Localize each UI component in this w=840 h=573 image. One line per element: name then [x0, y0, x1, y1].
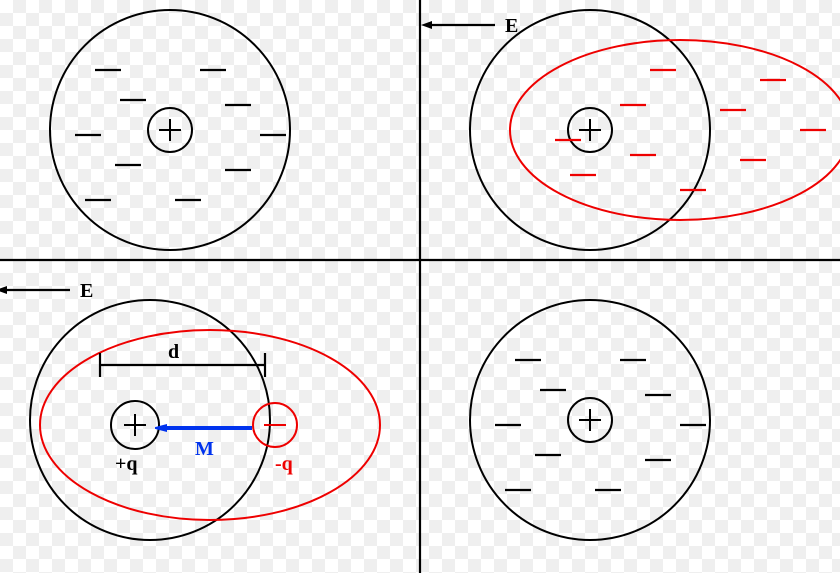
- br-plus-icon: [579, 409, 601, 431]
- tr-plus-icon: [579, 119, 601, 141]
- bl-plus-q-label: +q: [115, 453, 138, 475]
- bl-d-label: d: [168, 341, 179, 363]
- tl-electron-dashes: [75, 70, 286, 200]
- diagram-canvas: E Ed M +q -q: [0, 0, 840, 573]
- br-electron-dashes: [495, 360, 706, 490]
- diagram-svg: E Ed M +q -q: [0, 0, 840, 573]
- bl-e-label: E: [80, 280, 93, 302]
- bl-plus-icon: [124, 414, 146, 436]
- tl-plus-icon: [159, 119, 181, 141]
- bl-electron-ellipse: [40, 330, 380, 520]
- tr-electron-ellipse: [510, 40, 840, 220]
- bl-d-bar: [100, 353, 265, 377]
- tr-e-label: E: [505, 15, 518, 37]
- bl-m-label: M: [195, 438, 214, 460]
- bl-minus-q-label: -q: [275, 453, 293, 475]
